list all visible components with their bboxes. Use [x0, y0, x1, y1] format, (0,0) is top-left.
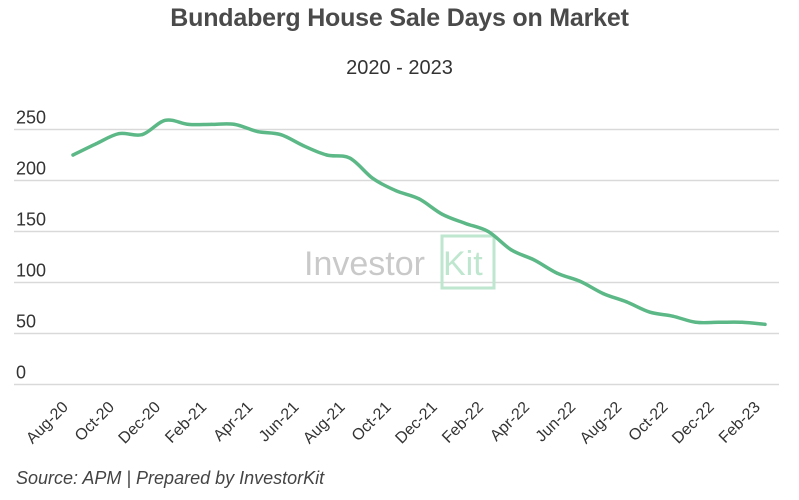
x-tick-label: Jun-22 [533, 399, 580, 446]
x-tick-label: Aug-22 [577, 399, 626, 448]
y-tick-label: 150 [16, 210, 46, 230]
data-point [625, 300, 629, 304]
y-tick-label: 200 [16, 159, 46, 179]
gridlines [14, 128, 779, 386]
data-point [601, 292, 606, 296]
data-point [486, 229, 490, 234]
data-point [117, 131, 121, 136]
data-point [325, 153, 329, 157]
y-tick-label: 100 [16, 261, 46, 281]
x-tick-label: Oct-20 [72, 399, 118, 445]
x-tick-label: Aug-21 [300, 399, 349, 448]
series-line-0 [71, 118, 767, 327]
source-note: Source: APM | Prepared by InvestorKit [16, 468, 325, 488]
x-tick-label: Jun-21 [256, 399, 303, 446]
data-point [279, 133, 283, 137]
data-point [717, 320, 721, 324]
data-point [763, 322, 767, 326]
data-point [463, 221, 467, 225]
data-point [509, 248, 513, 252]
data-point [417, 197, 421, 201]
data-point [578, 279, 583, 284]
data-point [440, 212, 444, 216]
data-point [394, 189, 398, 193]
x-tick-label: Feb-21 [162, 399, 210, 447]
x-tick-label: Dec-20 [116, 399, 165, 448]
data-point [648, 310, 652, 314]
x-tick-label: Feb-23 [716, 399, 764, 447]
data-point [671, 314, 675, 318]
data-point [302, 144, 306, 148]
data-point [71, 153, 75, 157]
y-tick-label: 50 [16, 312, 36, 332]
x-tick-label: Feb-22 [439, 399, 487, 447]
watermark-box [440, 234, 496, 290]
x-tick-label: Dec-21 [392, 399, 441, 448]
data-point [371, 176, 375, 181]
data-point [209, 122, 213, 126]
data-point [532, 258, 536, 262]
data-point [694, 320, 698, 324]
y-tick-label: 250 [16, 108, 46, 128]
data-point [255, 129, 260, 134]
y-tick-label: 0 [16, 363, 26, 383]
chart-title: Bundaberg House Sale Days on Market [170, 4, 629, 32]
x-tick-label: Apr-21 [210, 399, 256, 445]
data-point [163, 118, 167, 122]
watermark-text: Investor [304, 245, 425, 283]
data-point [740, 320, 744, 324]
data-point [555, 271, 560, 275]
x-tick-label: Dec-22 [669, 399, 718, 448]
data-point [232, 122, 237, 126]
x-tick-label: Oct-22 [626, 399, 672, 445]
data-point [94, 142, 98, 146]
x-tick-label: Apr-22 [487, 399, 533, 445]
series-group [71, 118, 767, 327]
data-point [186, 122, 190, 126]
y-axis-ticks: 0 50 100 150 200 250 [16, 108, 46, 383]
x-tick-label: Oct-21 [349, 399, 395, 445]
watermark-highlight: Kit [443, 245, 483, 283]
data-point [348, 156, 352, 160]
x-tick-label: Aug-20 [23, 399, 72, 448]
data-point [140, 133, 144, 137]
chart-subtitle: 2020 - 2023 [346, 57, 453, 79]
investorkit-watermark-logo: Investor Kit [304, 234, 496, 290]
